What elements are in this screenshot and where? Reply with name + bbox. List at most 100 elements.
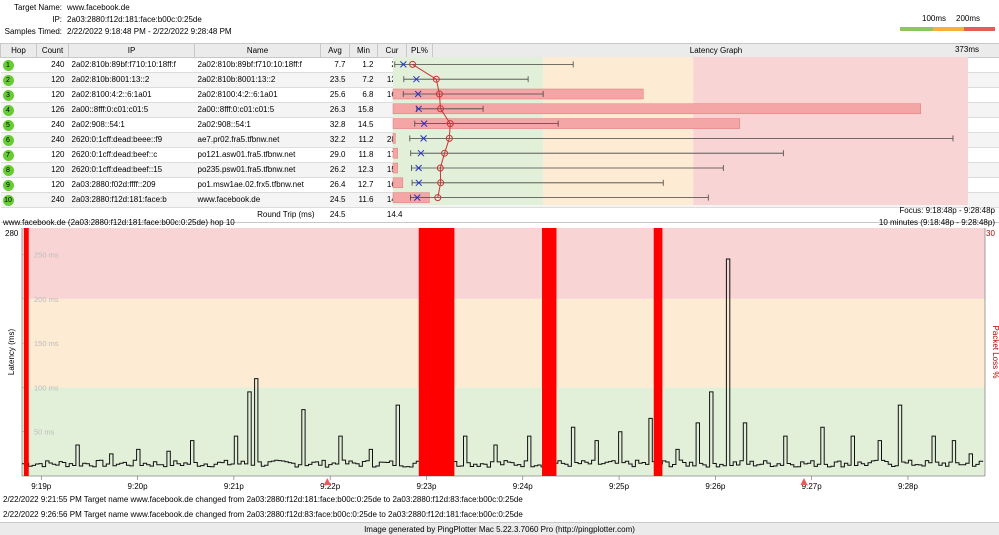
hop-min: 12.7: [349, 177, 378, 193]
hop-number: 9: [2, 180, 14, 191]
hop-count: 120: [36, 147, 69, 163]
avg-trace-line: [412, 63, 451, 198]
chart-band-1: [22, 298, 985, 388]
hop-count: 126: [36, 102, 69, 118]
hop-number: 4: [2, 105, 14, 116]
x-tick-label: 9:19p: [31, 482, 52, 491]
x-tick-label: 9:24p: [513, 482, 534, 491]
x-tick-label: 9:21p: [224, 482, 245, 491]
y2-max-label: 30: [986, 229, 995, 238]
hop-ip: 2620:0:1cff:dead:beef::15: [68, 162, 195, 178]
chart-title: www.facebook.de (2a03:2880:f12d:181:face…: [3, 218, 235, 227]
x-tick-label: 9:23p: [416, 482, 437, 491]
packet-loss-bar: [23, 228, 29, 476]
latency-graph: [392, 57, 968, 205]
hop-count: 120: [36, 162, 69, 178]
col-pl[interactable]: PL%: [406, 43, 433, 58]
hop-name: 2a02:810b:89bf:f710:10:18ff:f: [194, 57, 321, 73]
x-tick-label: 9:27p: [802, 482, 823, 491]
round-trip-row: Round Trip (ms) 24.5 14.4: [0, 207, 999, 223]
packet-loss-bar: [392, 133, 396, 144]
y-tick-label: 150 ms: [34, 339, 59, 348]
round-trip-avg: 24.5: [320, 207, 350, 223]
legend-200ms: 200ms: [956, 14, 981, 23]
hop-name: 2a02:908::54:1: [194, 117, 321, 133]
hop-min: 11.6: [349, 192, 378, 208]
latency-trace: [22, 258, 984, 468]
hop-avg: 24.5: [320, 192, 350, 208]
hop-cur-marker: [420, 135, 427, 142]
hop-name: po235.psw01.fra5.tfbnw.net: [194, 162, 321, 178]
hop-min: 11.2: [349, 132, 378, 148]
hop-count: 240: [36, 117, 69, 133]
packet-loss-bar: [392, 162, 398, 174]
y-axis-label: Latency (ms): [7, 329, 16, 376]
hop-avg: 26.2: [320, 162, 350, 178]
legend-red-bar: [964, 27, 995, 31]
round-trip-label: Round Trip (ms): [0, 207, 321, 223]
hop-ip: 2a02:810b:89bf:f710:10:18ff:f: [68, 57, 195, 73]
hop-avg: 7.7: [320, 57, 350, 73]
hop-count: 240: [36, 132, 69, 148]
col-min[interactable]: Min: [349, 43, 378, 58]
hop-number: 1: [2, 60, 14, 71]
time-graph[interactable]: 50 ms 100 ms 150 ms 200 ms 250 ms 280 30 Latenc…: [0, 226, 999, 494]
legend-100ms: 100ms: [922, 14, 947, 23]
avg-point: [436, 164, 444, 172]
hop-min: 14.5: [349, 117, 378, 133]
hop-number: 10: [2, 195, 14, 206]
hop-avg: 26.3: [320, 102, 350, 118]
hop-count: 120: [36, 177, 69, 193]
hop-avg: 25.6: [320, 87, 350, 103]
x-tick-label: 9:26p: [705, 482, 726, 491]
hop-cur-marker: [415, 164, 422, 172]
ip-label: IP:: [52, 15, 62, 24]
hop-avg: 32.2: [320, 132, 350, 148]
latency-graph-header: Latency Graph: [689, 46, 743, 55]
chart-band-2: [22, 228, 985, 299]
y-tick-label: 100 ms: [34, 383, 59, 392]
packet-loss-bar: [418, 228, 455, 476]
graph-band-red: [693, 57, 968, 205]
hop-min: 15.8: [349, 102, 378, 118]
packet-loss-bar: [392, 118, 741, 129]
hop-ip: 2a02:908::54:1: [68, 117, 195, 133]
y-tick-label: 50 ms: [34, 428, 55, 437]
hop-ip: 2a03:2880:f12d:181:face:b: [68, 192, 195, 208]
y-tick-label: 250 ms: [34, 251, 59, 260]
avg-point: [446, 120, 454, 128]
hop-min: 7.2: [349, 72, 378, 88]
hop-ip: 2a00::8fff:0:c01:c01:5: [68, 102, 195, 118]
avg-point: [432, 75, 440, 83]
hop-number: 6: [2, 135, 14, 146]
avg-point: [445, 134, 453, 142]
col-ip[interactable]: IP: [68, 43, 195, 58]
samples-value: 2/22/2022 9:18:48 PM - 2/22/2022 9:28:48…: [67, 27, 232, 36]
col-avg[interactable]: Avg: [320, 43, 350, 58]
hop-cur-marker: [420, 120, 428, 127]
col-name[interactable]: Name: [194, 43, 321, 58]
hop-number: 5: [2, 120, 14, 131]
hop-name: 2a00::8fff:0:c01:c01:5: [194, 102, 321, 118]
hop-cur-marker: [415, 105, 423, 113]
col-count[interactable]: Count: [36, 43, 69, 58]
round-trip-cur: 14.4: [377, 207, 407, 223]
hop-name: po1.msw1ae.02.frx5.tfbnw.net: [194, 177, 321, 193]
hop-name: www.facebook.de: [194, 192, 321, 208]
event-marker: [800, 478, 808, 485]
hop-name: po121.asw01.fra5.tfbnw.net: [194, 147, 321, 163]
hop-ip: 2620:0:1cff:dead:beee::f9: [68, 132, 195, 148]
hop-min: 11.8: [349, 147, 378, 163]
hop-cur-marker: [414, 90, 422, 98]
hop-avg: 29.0: [320, 147, 350, 163]
hop-avg: 32.8: [320, 117, 350, 133]
x-tick-label: 9:28p: [898, 482, 919, 491]
col-hop[interactable]: Hop: [0, 43, 37, 58]
col-cur[interactable]: Cur: [377, 43, 407, 58]
graph-band-green: [393, 57, 544, 205]
hop-name: 2a02:8100:4:2::6:1a01: [194, 87, 321, 103]
packet-loss-bar: [392, 177, 404, 189]
y-tick-label: 200 ms: [34, 295, 59, 304]
col-latency-graph[interactable]: Latency Graph 373ms: [432, 43, 999, 58]
table-header-row: Hop Count IP Name Avg Min Cur PL% Latenc…: [0, 43, 999, 58]
